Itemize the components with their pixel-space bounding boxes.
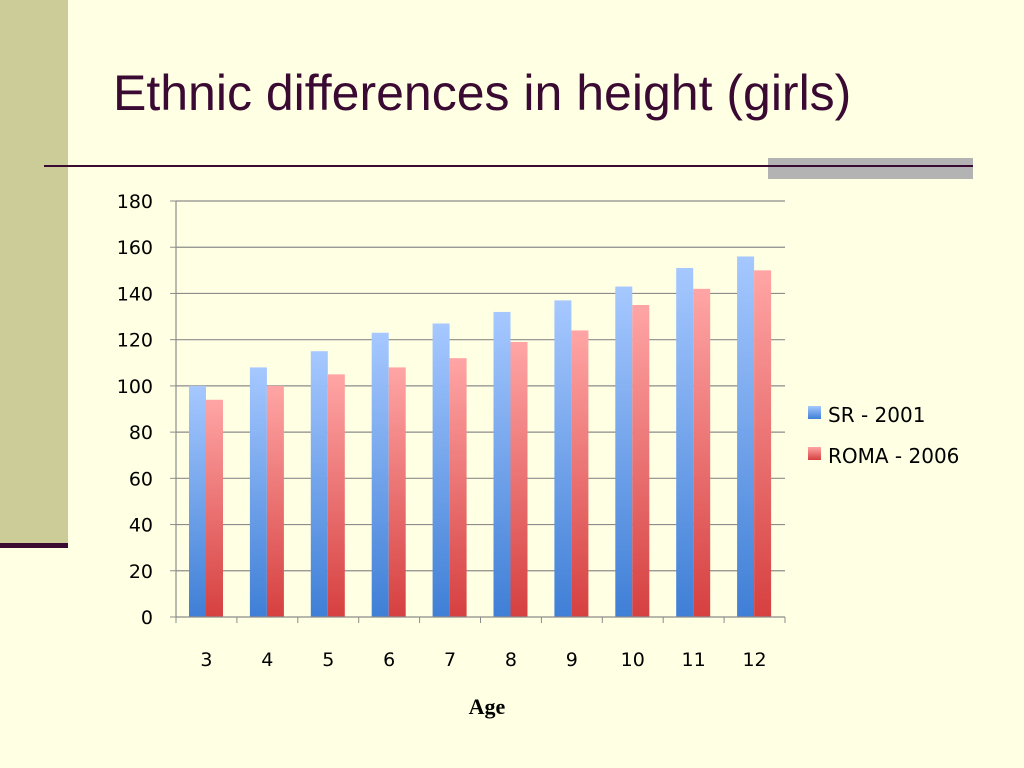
- left-decor-line: [0, 543, 68, 548]
- slide-title: Ethnic differences in height (girls): [113, 65, 852, 121]
- bar-roma-2006: [206, 399, 223, 617]
- y-tick-label: 20: [129, 561, 153, 583]
- bar-roma-2006: [693, 288, 711, 617]
- bar-sr-2001: [737, 256, 755, 617]
- legend-label: ROMA - 2006: [828, 444, 959, 468]
- bar-roma-2006: [449, 358, 467, 617]
- bar-roma-2006: [571, 330, 589, 617]
- bars: [189, 256, 772, 617]
- y-tick-label: 180: [117, 191, 153, 213]
- x-tick-label: 7: [444, 649, 456, 671]
- y-tick-label: 160: [117, 237, 153, 259]
- bar-sr-2001: [310, 351, 328, 617]
- bar-sr-2001: [432, 323, 450, 617]
- title-rule-accent: [768, 158, 973, 179]
- legend: SR - 2001 ROMA - 2006: [808, 403, 959, 468]
- x-tick-label: 10: [621, 649, 645, 671]
- y-tick-label: 80: [129, 422, 153, 444]
- bar-sr-2001: [493, 311, 511, 617]
- bar-sr-2001: [249, 367, 267, 617]
- legend-swatch: [808, 447, 821, 460]
- bar-roma-2006: [327, 374, 345, 617]
- axes: 0 20 40 60 80 100 120 140 160 180 3 4 5 6 7 8 9 10 11 12: [117, 191, 786, 671]
- bar-roma-2006: [754, 270, 772, 617]
- bar-sr-2001: [676, 268, 694, 617]
- x-tick-label: 11: [682, 649, 706, 671]
- legend-swatch: [808, 406, 821, 419]
- bar-sr-2001: [615, 286, 633, 617]
- x-tick-label: 4: [261, 649, 273, 671]
- x-tick-label: 6: [383, 649, 395, 671]
- bar-sr-2001: [189, 385, 206, 617]
- bar-sr-2001: [371, 332, 389, 617]
- x-tick-label: 3: [200, 649, 212, 671]
- title-rule-accent-line: [768, 165, 973, 167]
- bar-sr-2001: [554, 300, 572, 617]
- x-axis-label: Age: [468, 694, 506, 719]
- x-tick-label: 9: [566, 649, 578, 671]
- y-tick-label: 140: [117, 283, 153, 305]
- y-tick-label: 100: [117, 376, 153, 398]
- x-tick-label: 5: [322, 649, 334, 671]
- bar-roma-2006: [510, 341, 528, 617]
- x-tick-label: 8: [505, 649, 517, 671]
- y-tick-label: 40: [129, 515, 153, 537]
- y-tick-label: 120: [117, 330, 153, 352]
- bar-roma-2006: [388, 367, 406, 617]
- bar-roma-2006: [632, 305, 650, 617]
- legend-label: SR - 2001: [828, 403, 925, 427]
- y-tick-label: 0: [141, 607, 153, 629]
- y-tick-label: 60: [129, 468, 153, 490]
- x-tick-label: 12: [742, 649, 766, 671]
- left-decor-bar: [0, 0, 68, 546]
- bar-roma-2006: [266, 385, 284, 617]
- title-rule: [44, 165, 972, 167]
